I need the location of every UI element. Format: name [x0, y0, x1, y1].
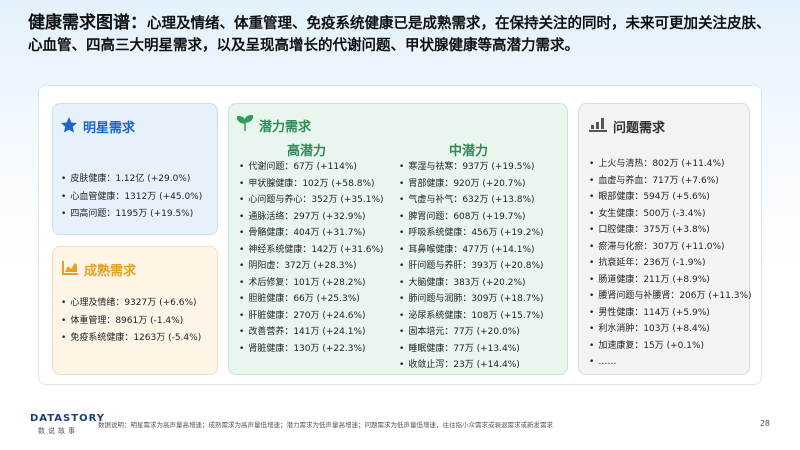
list-item: 胆脏健康：66万 (+25.3%) [239, 291, 384, 308]
list-item: 耳鼻喉健康：477万 (+14.1%) [399, 242, 544, 259]
list-item: 代谢问题：67万 (+114%) [239, 159, 384, 176]
list-item: 四高问题：1195万 (+19.5%) [61, 206, 202, 224]
chart-icon [62, 261, 78, 275]
list-item: 口腔健康：375万 (+3.8%) [589, 222, 752, 239]
list-item: 瘀滞与化瘀：307万 (+11.0%) [589, 239, 752, 256]
title: 健康需求图谱：心理及情绪、体重管理、免疫系统健康已是成熟需求，在保持关注的同时，… [28, 12, 778, 57]
footer: DATASTORY 数说故事 数据说明：明星需求为高声量高增速；成熟需求为高声量… [30, 413, 770, 439]
panel-title: 明星需求 [83, 121, 136, 136]
list-item: 肺问题与润肺：309万 (+18.7%) [399, 291, 543, 308]
list-item: 气虚与补气：632万 (+13.8%) [399, 192, 544, 209]
bars-icon [589, 118, 607, 132]
list-item: 骨骼健康：404万 (+31.7%) [239, 225, 384, 242]
list-item: 固本培元：77万 (+20.0%) [399, 324, 544, 341]
list-item: 收敛止泻：23万 (+14.4%) [399, 357, 544, 374]
item-list: 代谢问题：67万 (+114%)甲状腺健康：102万 (+58.8%)心问题与养… [239, 159, 384, 358]
list-item: 睡眠健康：77万 (+13.4%) [399, 341, 544, 358]
item-list: 寒湿与祛寒：937万 (+19.5%)胃部健康：920万 (+20.7%)气虚与… [399, 159, 544, 374]
item-list: 心理及情绪：9327万 (+6.6%)体重管理：8961万 (-1.4%)免疫系… [61, 295, 201, 348]
list-item: 术后修复：101万 (+28.2%) [239, 275, 384, 292]
list-item: 血虚与养血：717万 (+7.6%) [589, 173, 752, 190]
item-list: 皮肤健康：1.12亿 (+29.0%)心血管健康：1312万 (+45.0%)四… [61, 171, 202, 224]
list-item: 心血管健康：1312万 (+45.0%) [61, 189, 202, 207]
star-icon [61, 117, 77, 133]
problem-panel: 问题需求 上火与清热：802万 (+11.4%)血虚与养血：717万 (+7.6… [578, 103, 752, 375]
logo: DATASTORY [30, 413, 105, 424]
list-item: 肾脏健康：130万 (+22.3%) [239, 341, 384, 358]
panel-title: 问题需求 [613, 121, 666, 136]
list-item: 肝问题与养肝：393万 (+20.8%) [399, 258, 543, 275]
note: 数据说明：明星需求为高声量高增速；成熟需求为高声量低增速；潜力需求为低声量高增速… [98, 421, 553, 429]
list-item: 改善营养：141万 (+24.1%) [239, 324, 384, 341]
sprout-icon [237, 115, 253, 131]
title-text: 心理及情绪、体重管理、免疫系统健康已是成熟需求，在保持关注的同时，未来可更加关注… [28, 16, 771, 54]
item-list: 上火与清热：802万 (+11.4%)血虚与养血：717万 (+7.6%)眼部健… [589, 156, 752, 371]
list-item: 加速康复：15万 (+0.1%) [589, 338, 752, 355]
list-item: 肠道健康：211万 (+8.9%) [589, 272, 752, 289]
mature-panel: 成熟需求 心理及情绪：9327万 (+6.6%)体重管理：8961万 (-1.4… [52, 246, 218, 375]
list-item: 上火与清热：802万 (+11.4%) [589, 156, 752, 173]
list-item: 阴阳虚：372万 (+28.3%) [239, 258, 384, 275]
list-item: …… [589, 354, 752, 371]
list-item: 胃部健康：920万 (+20.7%) [399, 176, 544, 193]
subtitle: 高潜力 [287, 144, 327, 159]
panel-title: 成熟需求 [84, 264, 137, 279]
list-item: 肝脏健康：270万 (+24.6%) [239, 308, 384, 325]
page-number: 28 [759, 419, 770, 428]
list-item: 女生健康：500万 (-3.4%) [589, 206, 752, 223]
list-item: 甲状腺健康：102万 (+58.8%) [239, 176, 384, 193]
list-item: 呼吸系统健康：456万 (+19.2%) [399, 225, 543, 242]
list-item: 眼部健康：594万 (+5.6%) [589, 189, 752, 206]
list-item: 脾胃问题：608万 (+19.7%) [399, 209, 544, 226]
list-item: 寒湿与祛寒：937万 (+19.5%) [399, 159, 544, 176]
list-item: 腰肾问题与补腰肾：206万 (+11.3%) [589, 288, 751, 305]
list-item: 男性健康：114万 (+5.9%) [589, 305, 752, 322]
potential-panel: 潜力需求 高潜力 中潜力 代谢问题：67万 (+114%)甲状腺健康：102万 … [228, 103, 568, 375]
subtitle: 中潜力 [449, 144, 489, 159]
list-item: 皮肤健康：1.12亿 (+29.0%) [61, 171, 202, 189]
star-panel: 明星需求 皮肤健康：1.12亿 (+29.0%)心血管健康：1312万 (+45… [52, 103, 218, 235]
logo-sub: 数说故事 [38, 427, 78, 435]
list-item: 利水消肿：103万 (+8.4%) [589, 321, 752, 338]
list-item: 免疫系统健康：1263万 (-5.4%) [61, 330, 201, 348]
list-item: 心问题与养心：352万 (+35.1%) [239, 192, 383, 209]
title-lead: 健康需求图谱： [28, 13, 147, 33]
list-item: 心理及情绪：9327万 (+6.6%) [61, 295, 201, 313]
list-item: 通脉活络：297万 (+32.9%) [239, 209, 384, 226]
panel-title: 潜力需求 [259, 120, 312, 135]
list-item: 大脑健康：383万 (+20.2%) [399, 275, 544, 292]
list-item: 泌尿系统健康：108万 (+15.7%) [399, 308, 543, 325]
list-item: 抗衰延年：236万 (-1.9%) [589, 255, 752, 272]
list-item: 体重管理：8961万 (-1.4%) [61, 313, 201, 331]
list-item: 神经系统健康：142万 (+31.6%) [239, 242, 383, 259]
